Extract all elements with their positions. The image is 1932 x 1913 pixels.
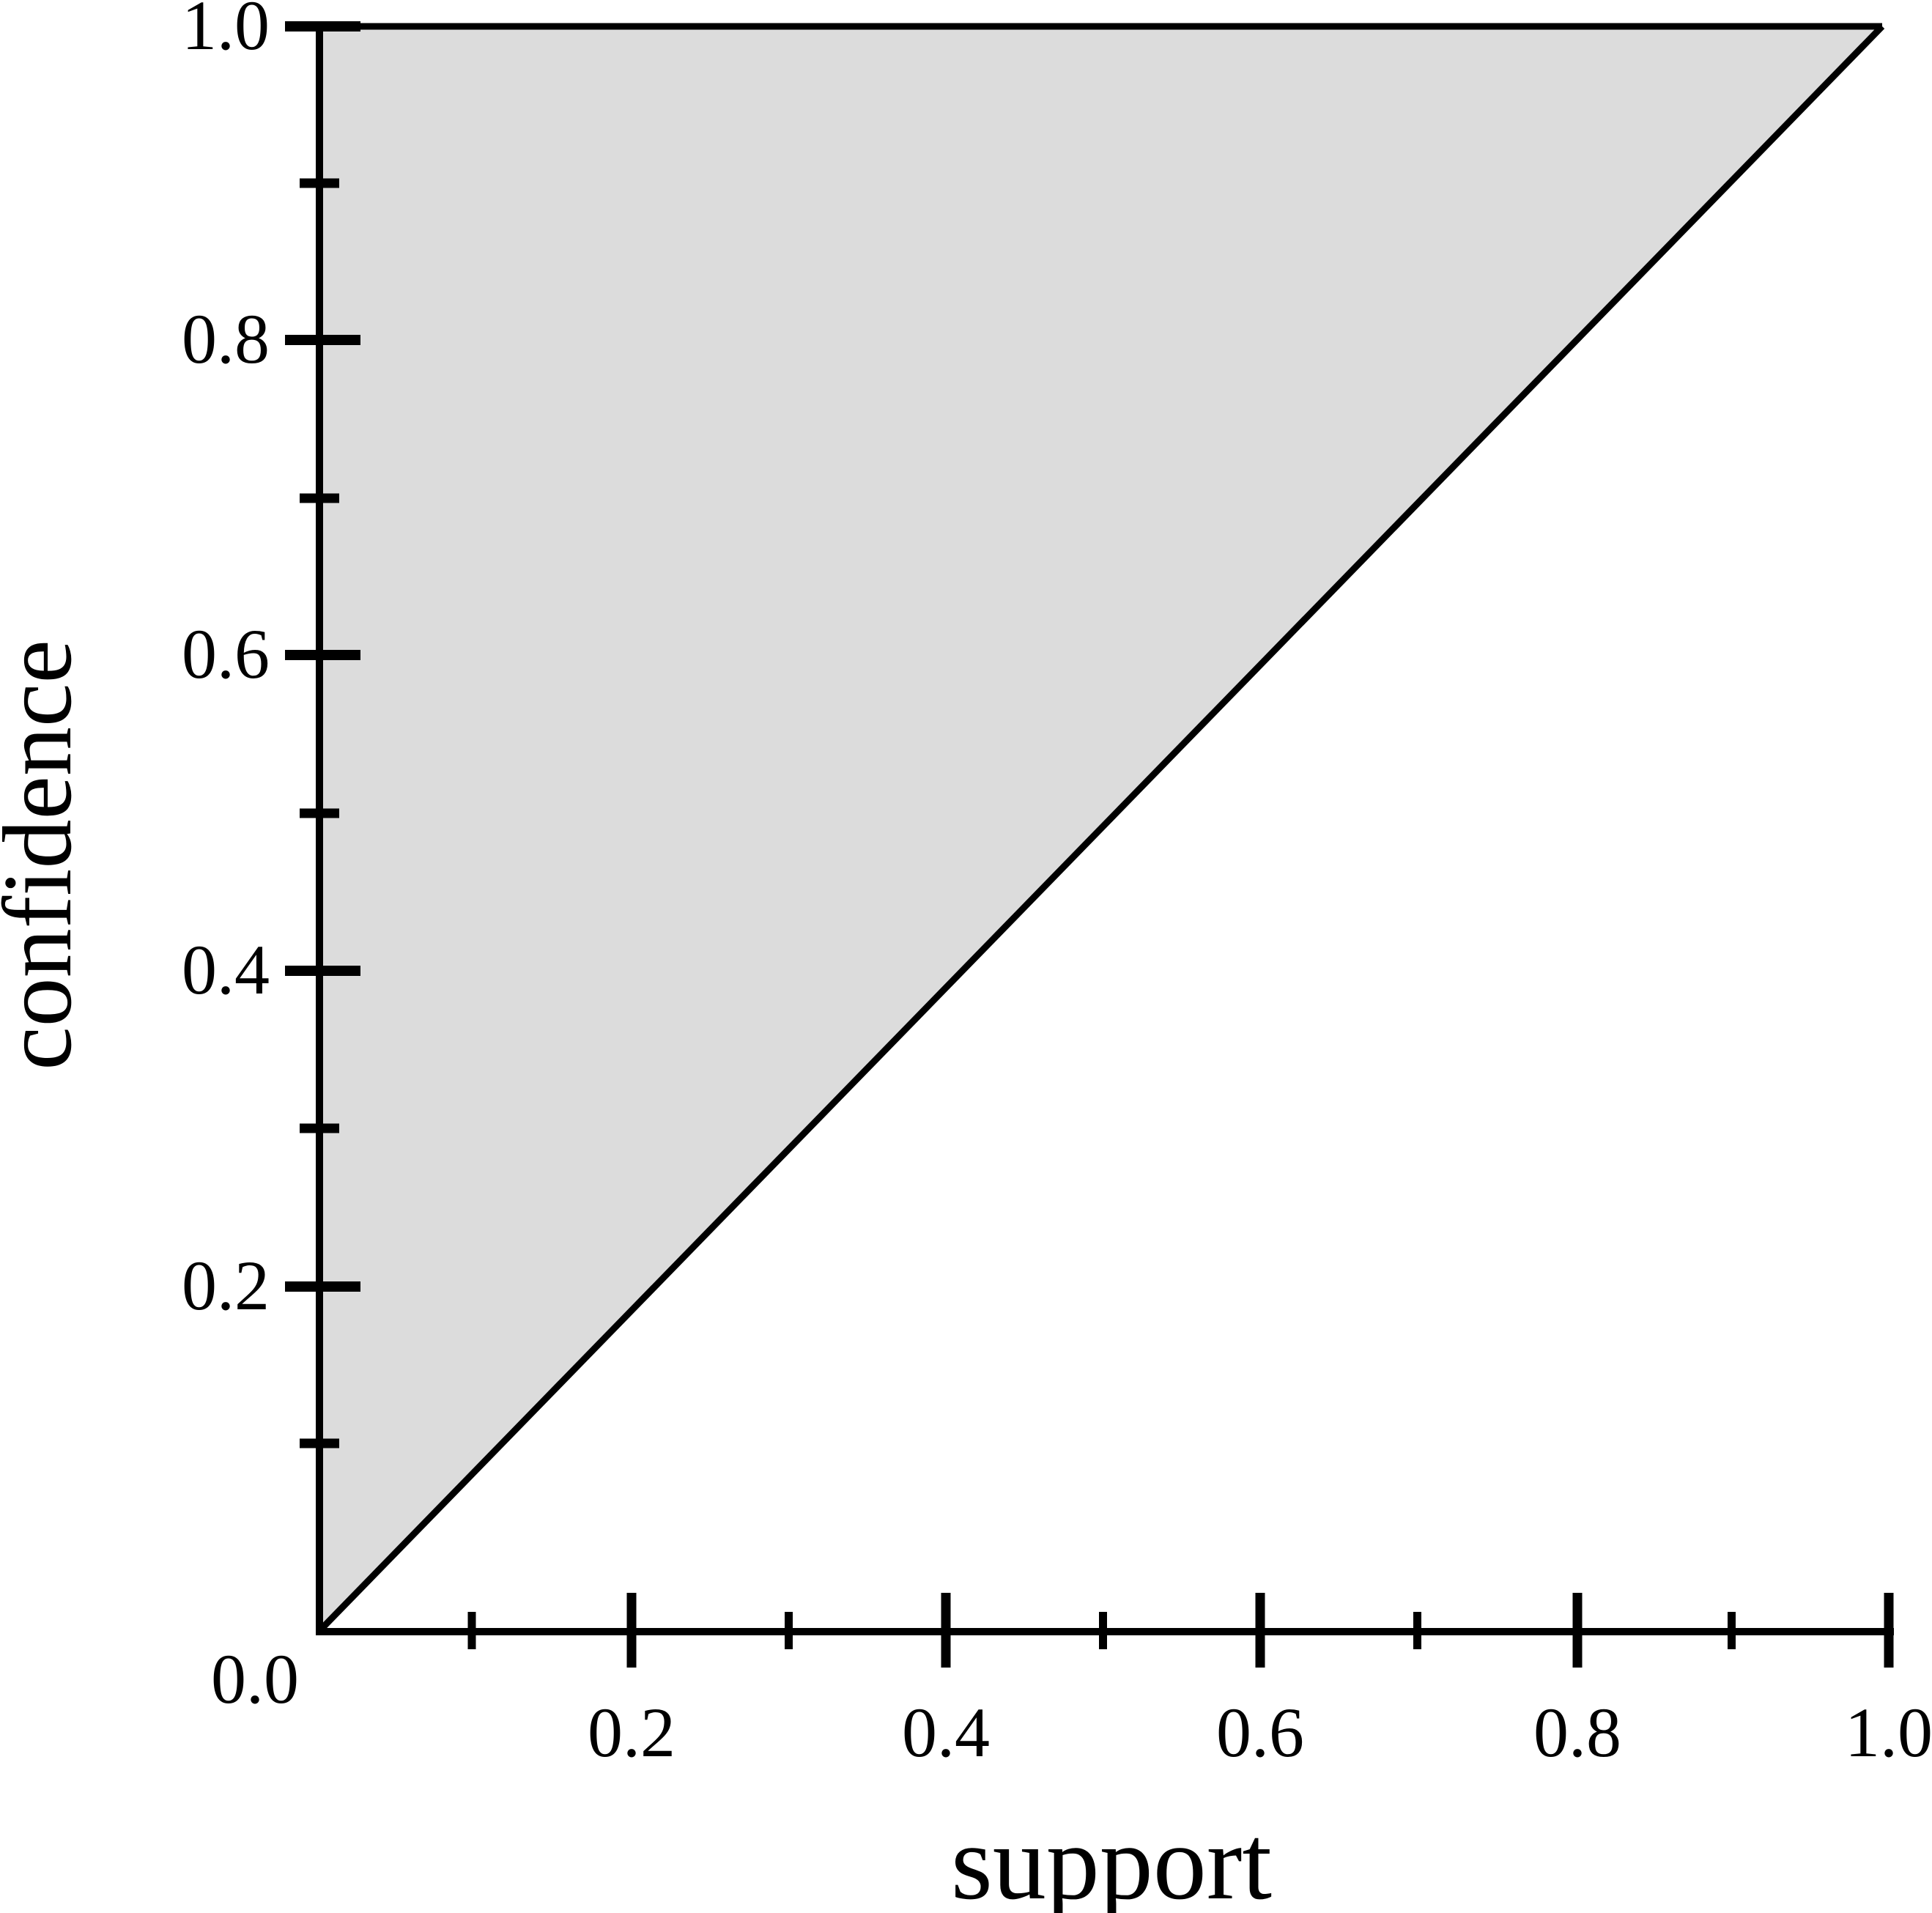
svg-text:0.6: 0.6 (182, 615, 270, 693)
svg-text:0.2: 0.2 (588, 1693, 676, 1772)
svg-text:0.0: 0.0 (211, 1640, 299, 1718)
svg-text:0.8: 0.8 (182, 300, 270, 378)
svg-text:0.8: 0.8 (1533, 1693, 1621, 1772)
svg-text:1.0: 1.0 (1845, 1693, 1932, 1772)
svg-text:0.6: 0.6 (1216, 1693, 1304, 1772)
svg-text:0.2: 0.2 (182, 1246, 270, 1325)
svg-text:support: support (951, 1803, 1272, 1913)
svg-text:1.0: 1.0 (182, 0, 270, 64)
svg-text:0.4: 0.4 (182, 930, 270, 1009)
svg-text:0.4: 0.4 (902, 1693, 990, 1772)
svg-text:confidence: confidence (0, 640, 92, 1070)
